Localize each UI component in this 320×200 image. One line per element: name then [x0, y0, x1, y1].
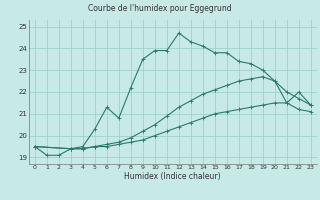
Text: Courbe de l'humidex pour Eggegrund: Courbe de l'humidex pour Eggegrund — [88, 4, 232, 13]
X-axis label: Humidex (Indice chaleur): Humidex (Indice chaleur) — [124, 172, 221, 181]
